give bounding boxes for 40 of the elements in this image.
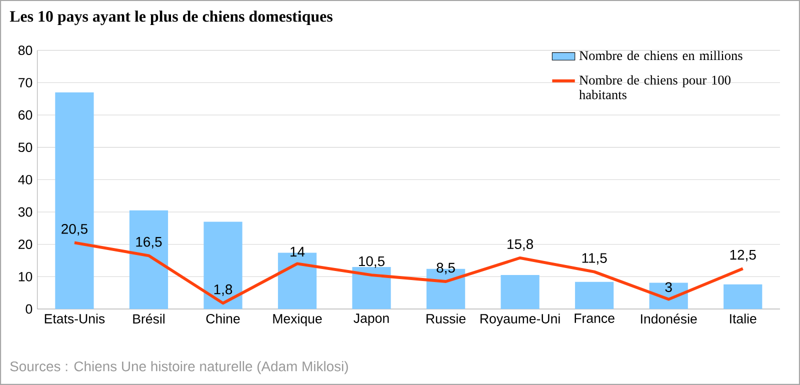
x-tick-label: Japon <box>354 314 389 326</box>
data-label: 15,8 <box>508 239 534 251</box>
x-tick-label: Etats-Unis <box>44 314 105 324</box>
bar <box>575 282 614 309</box>
bar <box>129 210 168 309</box>
bar <box>724 284 762 309</box>
data-label: 1,8 <box>214 284 232 296</box>
x-tick-label: Royaume-Uni <box>480 314 560 326</box>
y-tick-label: 40 <box>18 174 32 184</box>
x-tick-label: Italie <box>730 314 756 324</box>
y-tick-label: 50 <box>18 142 32 152</box>
x-tick-label: Brésil <box>133 314 164 324</box>
y-tick-label: 30 <box>18 207 32 217</box>
x-tick-label: Russie <box>426 314 466 324</box>
data-label: 11,5 <box>582 253 607 265</box>
y-tick-label: 80 <box>18 46 32 56</box>
bar <box>352 266 391 309</box>
bar <box>500 275 540 309</box>
data-label: 10,5 <box>359 256 385 268</box>
x-tick-label: France <box>574 314 614 323</box>
y-tick-label: 20 <box>18 240 32 250</box>
y-tick-label: 10 <box>18 272 32 282</box>
bar <box>55 92 94 309</box>
legend-label: Nombre de chiens en millions <box>579 50 742 60</box>
data-label: 3 <box>665 282 672 292</box>
legend-label: Nombre de chiens pour 100 habitants <box>579 75 730 100</box>
x-tick-label: Mexique <box>273 314 322 326</box>
y-tick-label: 0 <box>26 304 32 314</box>
chart-title: Les 10 pays ayant le plus de chiens domestiques <box>10 10 332 26</box>
x-tick-label: Chine <box>206 314 240 324</box>
bar <box>204 222 242 309</box>
data-label: 8,5 <box>436 262 455 274</box>
data-label: 16,5 <box>136 236 162 248</box>
data-label: 14 <box>290 246 305 257</box>
y-tick-label: 70 <box>18 78 32 88</box>
y-tick-label: 60 <box>18 110 32 120</box>
x-tick-label: Indonésie <box>641 314 697 324</box>
data-label: 12,5 <box>730 250 756 262</box>
source-note: Sources : Chiens Une histoire naturelle (Adam Miklosi) <box>10 361 348 374</box>
data-label: 20,5 <box>62 224 88 236</box>
